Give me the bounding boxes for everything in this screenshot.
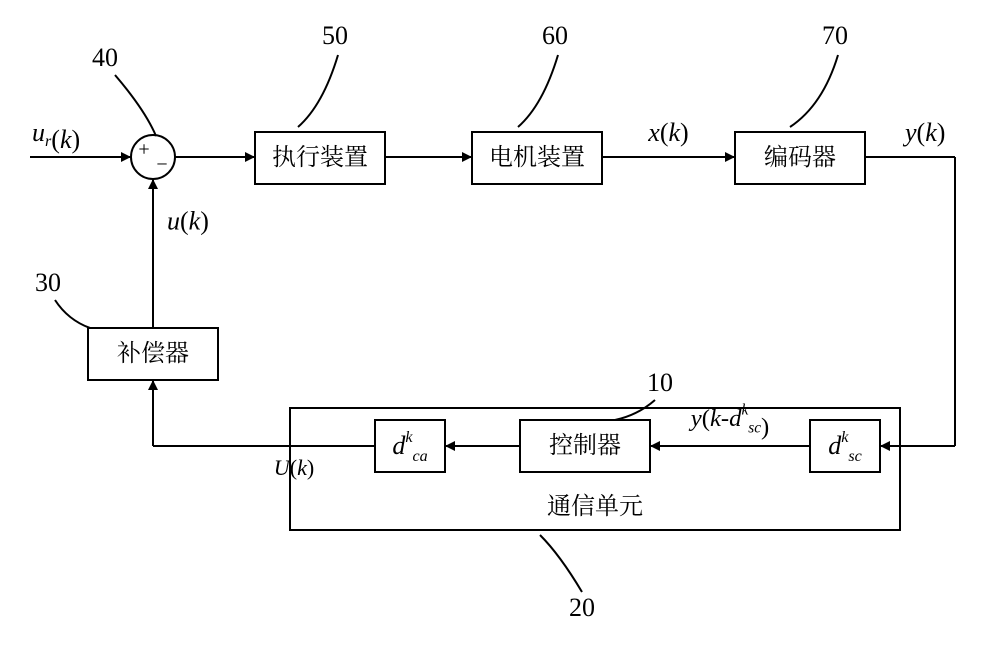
reference-callouts: 40 50 60 70 30 10 20 bbox=[35, 21, 848, 622]
delay-ca-box bbox=[375, 420, 445, 472]
delay-sc-box bbox=[810, 420, 880, 472]
wiring bbox=[30, 152, 955, 451]
ref-actuator: 50 bbox=[322, 21, 348, 50]
svg-text:U(k): U(k) bbox=[274, 455, 315, 480]
encoder-label: 编码器 bbox=[764, 137, 836, 172]
svg-text:ur(k): ur(k) bbox=[32, 118, 80, 154]
ref-controller: 10 bbox=[647, 368, 673, 397]
sum-plus-sign: + bbox=[138, 139, 149, 161]
svg-text:x(k): x(k) bbox=[647, 118, 688, 147]
ref-sum: 40 bbox=[92, 43, 118, 72]
controller-label: 控制器 bbox=[549, 425, 621, 460]
sum-minus-sign: − bbox=[156, 154, 167, 176]
actuator-label: 执行装置 bbox=[272, 137, 368, 172]
ref-comm: 20 bbox=[569, 593, 595, 622]
compensator-label: 补偿器 bbox=[117, 333, 189, 368]
comm-unit-label: 通信单元 bbox=[547, 486, 643, 521]
svg-text:u(k): u(k) bbox=[167, 206, 209, 235]
ref-motor: 60 bbox=[542, 21, 568, 50]
svg-text:y(k): y(k) bbox=[902, 118, 945, 147]
ref-encoder: 70 bbox=[822, 21, 848, 50]
ref-compensator: 30 bbox=[35, 268, 61, 297]
motor-label: 电机装置 bbox=[489, 137, 585, 172]
control-system-block-diagram: 执行装置 电机装置 编码器 补偿器 通信单元 控制器 40 50 60 70 30 10 2… bbox=[0, 0, 1000, 650]
